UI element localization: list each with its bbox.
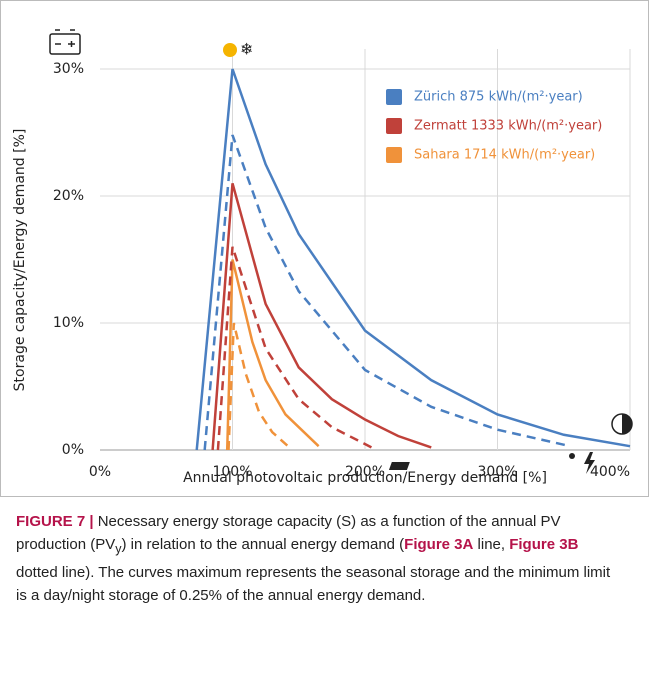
- line: [203, 134, 571, 451]
- legend-label: Zermatt 1333 kWh/(m²·year): [414, 119, 602, 134]
- y-tick-label: 10%: [53, 315, 84, 331]
- caption: FIGURE 7 | Necessary energy storage capa…: [16, 510, 616, 607]
- battery-icon: [49, 29, 81, 55]
- y-tick-label: 20%: [53, 188, 84, 204]
- caption-text: ) in relation to the annual energy deman…: [121, 536, 405, 553]
- legend-icon: [386, 147, 402, 163]
- caption-text: Figure 3A: [404, 536, 474, 553]
- sun-snow-icon: ❄: [223, 40, 253, 59]
- caption-text: line,: [473, 536, 510, 553]
- x-tick-label: 100%: [212, 464, 252, 480]
- legend-label: Sahara 1714 kWh/(m²·year): [414, 148, 595, 163]
- legend-icon: [386, 89, 402, 105]
- y-tick-label: 30%: [53, 61, 84, 77]
- chart: Storage capacity/Energy demand [%] Annua…: [0, 0, 649, 497]
- grid: [100, 49, 631, 451]
- line: [211, 182, 432, 451]
- caption-text: dotted line). The curves maximum represe…: [16, 564, 611, 604]
- caption-text: y: [115, 542, 122, 556]
- legend-icon: [386, 118, 402, 134]
- line: [225, 259, 320, 451]
- caption-text: Necessary energy storage capacity (S) as…: [16, 513, 561, 553]
- line: [195, 68, 631, 451]
- line: [216, 246, 373, 451]
- legend-label: Zürich 875 kWh/(m²·year): [414, 90, 583, 105]
- svg-text:❄: ❄: [240, 40, 253, 59]
- y-axis-title: Storage capacity/Energy demand [%]: [12, 129, 28, 392]
- x-tick-label: 0%: [89, 464, 111, 480]
- x-tick-label: 300%: [477, 464, 517, 480]
- solar-icon: [388, 452, 595, 474]
- line: [227, 322, 291, 451]
- moon-icon: [611, 413, 633, 435]
- y-tick-label: 0%: [62, 442, 84, 458]
- caption-text: Figure 3B: [509, 536, 579, 553]
- x-tick-label: 400%: [590, 464, 630, 480]
- x-tick-label: 200%: [345, 464, 385, 480]
- caption-text: FIGURE 7 |: [16, 513, 94, 530]
- x-axis-title: Annual photovoltaic production/Energy de…: [183, 470, 547, 486]
